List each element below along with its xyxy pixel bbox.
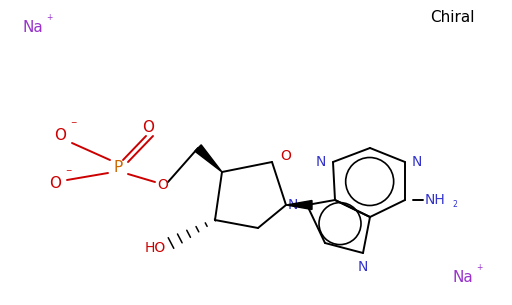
Text: Na: Na	[22, 20, 42, 35]
Text: O: O	[158, 178, 168, 192]
Text: HO: HO	[144, 241, 165, 255]
Text: $_2$: $_2$	[452, 199, 458, 211]
Text: $^{-}$: $^{-}$	[70, 120, 78, 130]
Text: O: O	[54, 127, 66, 142]
Polygon shape	[195, 145, 222, 172]
Text: N: N	[358, 260, 368, 274]
Text: $^{-}$: $^{-}$	[65, 168, 73, 178]
Text: O: O	[142, 120, 154, 135]
Text: Na: Na	[452, 271, 473, 285]
Text: $^{+}$: $^{+}$	[46, 13, 54, 23]
Text: Chiral: Chiral	[430, 10, 475, 26]
Text: P: P	[113, 160, 123, 175]
Text: O: O	[49, 175, 61, 191]
Polygon shape	[286, 200, 312, 210]
Text: N: N	[288, 198, 298, 212]
Text: $^{+}$: $^{+}$	[476, 263, 484, 273]
Text: N: N	[316, 155, 326, 169]
Text: N: N	[412, 155, 422, 169]
Text: NH: NH	[424, 193, 445, 207]
Text: O: O	[281, 149, 291, 163]
